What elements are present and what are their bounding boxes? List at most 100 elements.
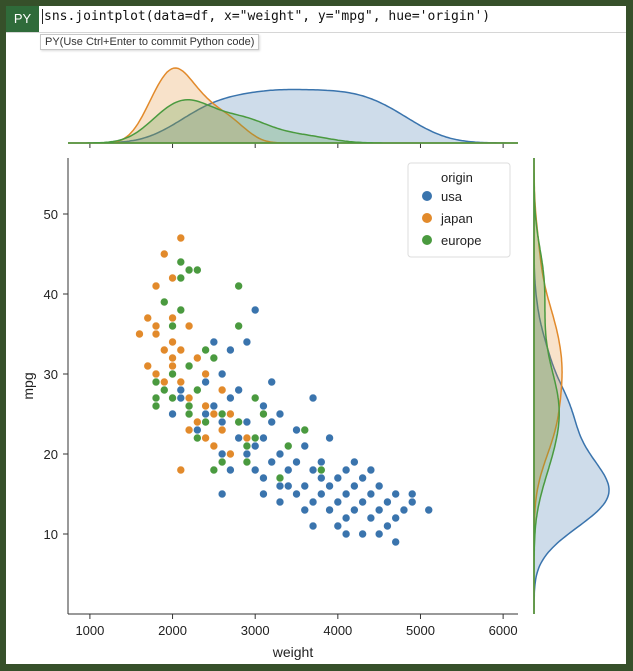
europe-y-kde bbox=[533, 158, 560, 614]
usa-point bbox=[317, 457, 326, 467]
europe-point bbox=[193, 265, 202, 275]
japan-point bbox=[143, 361, 153, 371]
usa-point bbox=[341, 489, 351, 499]
japan-point bbox=[226, 449, 235, 459]
usa-point bbox=[300, 481, 310, 491]
usa-point bbox=[217, 417, 227, 427]
x-tick-label: 1000 bbox=[75, 623, 104, 638]
usa-point bbox=[317, 489, 326, 499]
usa-point bbox=[226, 345, 235, 355]
japan-point bbox=[168, 313, 177, 323]
europe-point bbox=[168, 321, 177, 331]
europe-point bbox=[250, 393, 260, 403]
usa-point bbox=[259, 473, 268, 483]
japan-point bbox=[193, 353, 202, 363]
usa-point bbox=[267, 417, 277, 427]
japan-point bbox=[176, 465, 186, 475]
europe-point bbox=[209, 353, 219, 363]
europe-point bbox=[151, 401, 161, 411]
usa-point bbox=[391, 537, 400, 547]
main-axes: 1000 2000 3000 4000 5000 6000 10 20 30 40 50 bbox=[44, 158, 518, 638]
japan-point bbox=[184, 321, 194, 331]
japan-point bbox=[135, 329, 144, 339]
y-tick-label: 10 bbox=[44, 527, 58, 542]
japan-point bbox=[151, 321, 161, 331]
usa-point bbox=[275, 497, 285, 507]
usa-point bbox=[242, 417, 252, 427]
usa-point bbox=[300, 505, 310, 515]
japan-point bbox=[242, 433, 252, 443]
japan-point bbox=[217, 385, 227, 395]
usa-point bbox=[374, 505, 384, 515]
europe-point bbox=[193, 385, 202, 395]
europe-point bbox=[201, 345, 210, 355]
europe-point bbox=[176, 257, 186, 267]
x-tick-label: 4000 bbox=[323, 623, 352, 638]
usa-point bbox=[283, 481, 293, 491]
japan-point bbox=[168, 273, 177, 283]
right-marginal-kde bbox=[533, 158, 610, 614]
usa-point bbox=[358, 529, 367, 539]
usa-x-kde bbox=[68, 88, 518, 144]
europe-point bbox=[317, 465, 326, 475]
usa-point bbox=[267, 457, 277, 467]
usa-point bbox=[374, 481, 384, 491]
japan-point bbox=[201, 369, 210, 379]
x-tick-label: 3000 bbox=[241, 623, 270, 638]
japan-point bbox=[159, 345, 169, 355]
usa-point bbox=[325, 433, 334, 443]
usa-point bbox=[292, 425, 301, 435]
usa-point bbox=[250, 305, 260, 315]
usa-point bbox=[193, 425, 202, 435]
europe-point bbox=[234, 417, 243, 427]
europe-point bbox=[217, 457, 227, 467]
usa-point bbox=[292, 457, 301, 467]
usa-point bbox=[333, 497, 343, 507]
y-tick-label: 30 bbox=[44, 367, 58, 382]
japan-point bbox=[209, 441, 219, 451]
europe-point bbox=[159, 385, 169, 395]
y-tick-label: 50 bbox=[44, 207, 58, 222]
usa-point bbox=[358, 497, 367, 507]
usa-point bbox=[168, 409, 177, 419]
japan-point bbox=[151, 281, 161, 291]
formula-bar[interactable]: PY sns.jointplot(data=df, x="weight", y=… bbox=[6, 6, 626, 33]
y-tick-label: 20 bbox=[44, 447, 58, 462]
japan-point bbox=[159, 377, 169, 387]
japan-point bbox=[226, 409, 235, 419]
europe-point bbox=[151, 377, 161, 387]
europe-point bbox=[168, 369, 177, 379]
europe-point bbox=[217, 409, 227, 419]
japan-point bbox=[168, 353, 177, 363]
legend-marker-usa bbox=[422, 191, 432, 201]
usa-point bbox=[217, 369, 227, 379]
europe-x-kde bbox=[68, 99, 518, 144]
commit-hint-tooltip: PY(Use Ctrl+Enter to commit Python code) bbox=[40, 34, 260, 50]
japan-point bbox=[159, 249, 169, 259]
europe-point bbox=[151, 393, 161, 403]
usa-point bbox=[383, 521, 392, 531]
europe-point bbox=[193, 433, 202, 443]
usa-point bbox=[366, 465, 376, 475]
formula-input[interactable]: sns.jointplot(data=df, x="weight", y="mp… bbox=[42, 9, 491, 24]
legend-label-usa: usa bbox=[441, 189, 463, 204]
legend-label-japan: japan bbox=[440, 211, 473, 226]
usa-point bbox=[250, 441, 260, 451]
usa-point bbox=[201, 377, 210, 387]
usa-point bbox=[333, 473, 343, 483]
usa-point bbox=[308, 497, 318, 507]
usa-point bbox=[292, 489, 301, 499]
usa-point bbox=[308, 465, 318, 475]
japan-point bbox=[176, 233, 186, 243]
usa-point bbox=[317, 473, 326, 483]
y-tick-label: 40 bbox=[44, 287, 58, 302]
usa-point bbox=[308, 393, 318, 403]
europe-point bbox=[201, 417, 210, 427]
europe-point bbox=[168, 393, 177, 403]
usa-point bbox=[226, 465, 235, 475]
x-axis-label: weight bbox=[272, 644, 314, 660]
legend-title: origin bbox=[441, 170, 473, 185]
x-tick-label: 5000 bbox=[406, 623, 435, 638]
japan-point bbox=[151, 329, 161, 339]
usa-point bbox=[333, 521, 343, 531]
